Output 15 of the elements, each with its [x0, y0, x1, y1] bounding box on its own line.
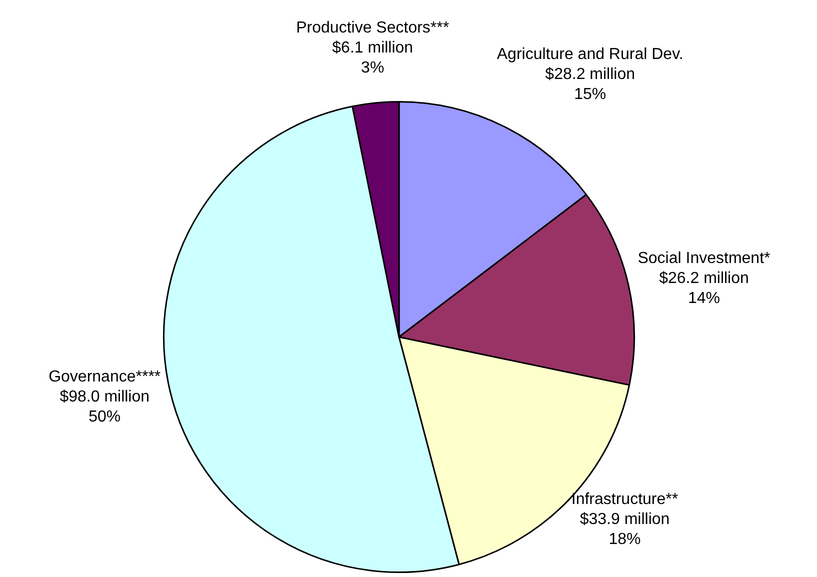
text: 14%: [688, 290, 720, 307]
slice-label: Infrastructure**: [571, 491, 678, 508]
slice-label: Governance****: [48, 368, 161, 386]
text: 15%: [574, 86, 606, 103]
data-label: $33.9 million: [580, 511, 670, 528]
data-label: $26.2 million: [659, 270, 749, 287]
slice-label: Agriculture and Rural Dev.: [496, 46, 684, 63]
slice-label: Social Investment*: [638, 250, 770, 267]
data-label: $28.2 million: [545, 66, 636, 83]
text: 50%: [88, 408, 121, 426]
slice-label: Productive Sectors***: [296, 19, 450, 36]
data-label: $98.0 million: [60, 388, 150, 406]
text: 3%: [361, 59, 384, 76]
data-label: $6.1 million: [332, 39, 414, 56]
text: 18%: [608, 531, 641, 548]
